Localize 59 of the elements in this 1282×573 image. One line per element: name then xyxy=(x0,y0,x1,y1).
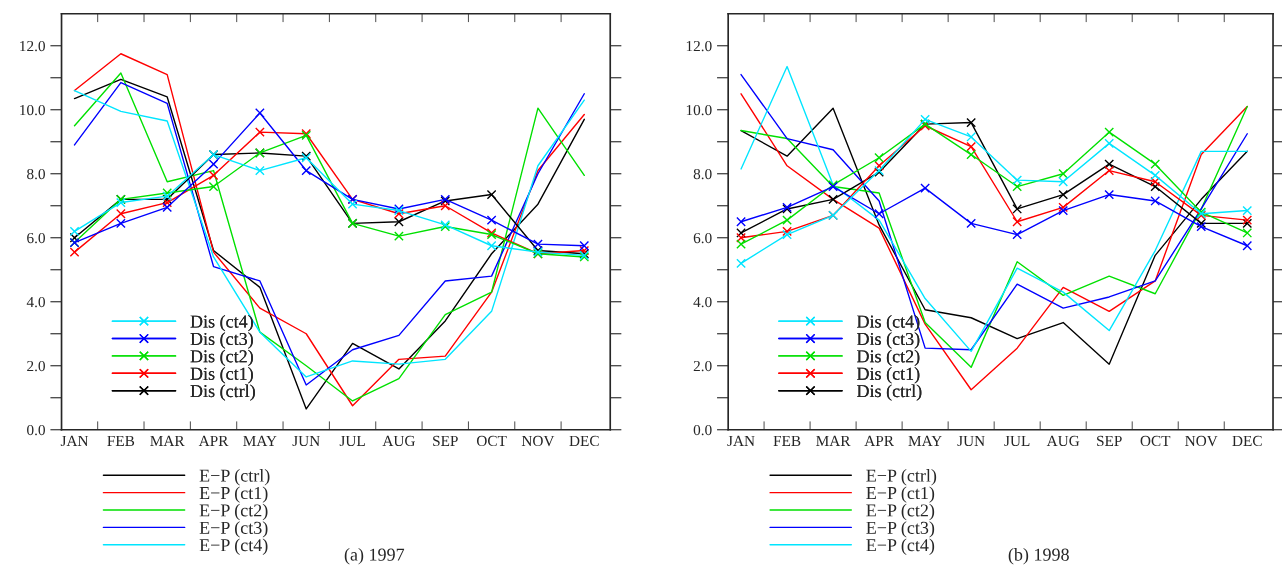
legend-label: E−P (ctrl) xyxy=(199,469,270,486)
x-tick-label: DEC xyxy=(569,435,599,447)
legend-label: E−P (ct4) xyxy=(866,538,935,555)
y-tick-label: 4.0 xyxy=(693,296,712,308)
text: (b) 1998 xyxy=(1008,548,1069,565)
x-tick-label: SEP xyxy=(433,435,458,447)
y-tick-label: 2.0 xyxy=(27,360,45,372)
y-tick-label: 10.0 xyxy=(20,104,45,116)
x-tick-label: JUN xyxy=(292,435,320,447)
legend-label: E−P (ct1) xyxy=(199,486,268,503)
y-tick-label: 12.0 xyxy=(686,40,712,52)
y-tick-label: 12.0 xyxy=(20,40,45,52)
y-tick-label: 10.0 xyxy=(686,104,712,116)
x-tick-label: NOV xyxy=(521,435,555,447)
legend-label: E−P (ct4) xyxy=(199,538,268,555)
legend-label: E−P (ct1) xyxy=(866,486,935,503)
x-tick-label: MAY xyxy=(908,435,942,446)
legend-label: E−P (ct3) xyxy=(199,521,268,538)
y-tick-label: 6.0 xyxy=(27,232,45,244)
x-tick-label: OCT xyxy=(1140,435,1171,447)
y-tick-label: 8.0 xyxy=(693,168,712,180)
x-tick-label: MAR xyxy=(150,435,185,446)
y-tick-label: 8.0 xyxy=(27,168,45,180)
legend-label: Dis (ct4) xyxy=(190,314,253,332)
x-tick-label: JUL xyxy=(1004,435,1030,447)
text: (a) 1997 xyxy=(344,548,405,565)
legend-label: Dis (ct1) xyxy=(857,367,920,384)
legend-label: Dis (ct1) xyxy=(190,367,253,384)
legend-label: Dis (ct3) xyxy=(857,332,920,349)
legend-label: E−P (ct2) xyxy=(199,503,268,521)
legend-label: Dis (ct2) xyxy=(857,349,920,367)
y-tick-label: 2.0 xyxy=(693,360,712,372)
y-tick-label: 0.0 xyxy=(27,424,45,436)
x-tick-label: JUL xyxy=(339,435,365,447)
x-tick-label: JUN xyxy=(957,435,985,447)
x-tick-label: MAY xyxy=(243,435,277,446)
x-tick-label: APR xyxy=(198,435,229,446)
x-tick-label: MAR xyxy=(816,435,851,446)
y-tick-label: 6.0 xyxy=(693,232,712,244)
y-tick-label: 4.0 xyxy=(26,296,45,308)
x-tick-label: JAN xyxy=(60,435,89,447)
legend-label: Dis (ct2) xyxy=(190,349,253,367)
y-tick-label: 0.0 xyxy=(693,424,712,436)
x-tick-label: OCT xyxy=(476,435,507,447)
x-tick-label: DEC xyxy=(1232,435,1262,447)
x-tick-label: SEP xyxy=(1097,435,1122,447)
x-tick-label: FEB xyxy=(773,435,801,446)
legend-label: Dis (ctrl) xyxy=(857,384,922,401)
legend-label: E−P (ctrl) xyxy=(866,469,937,486)
x-tick-label: FEB xyxy=(107,435,135,446)
x-tick-label: AUG xyxy=(382,435,415,447)
legend-label: E−P (ct3) xyxy=(866,521,935,538)
legend-label: E−P (ct2) xyxy=(866,503,935,521)
x-tick-label: NOV xyxy=(1185,435,1218,447)
x-tick-label: AUG xyxy=(1046,435,1080,447)
legend-label: Dis (ct3) xyxy=(190,332,253,349)
legend-label: Dis (ctrl) xyxy=(190,384,255,401)
x-tick-label: JAN xyxy=(727,435,755,447)
x-tick-label: APR xyxy=(864,435,894,446)
